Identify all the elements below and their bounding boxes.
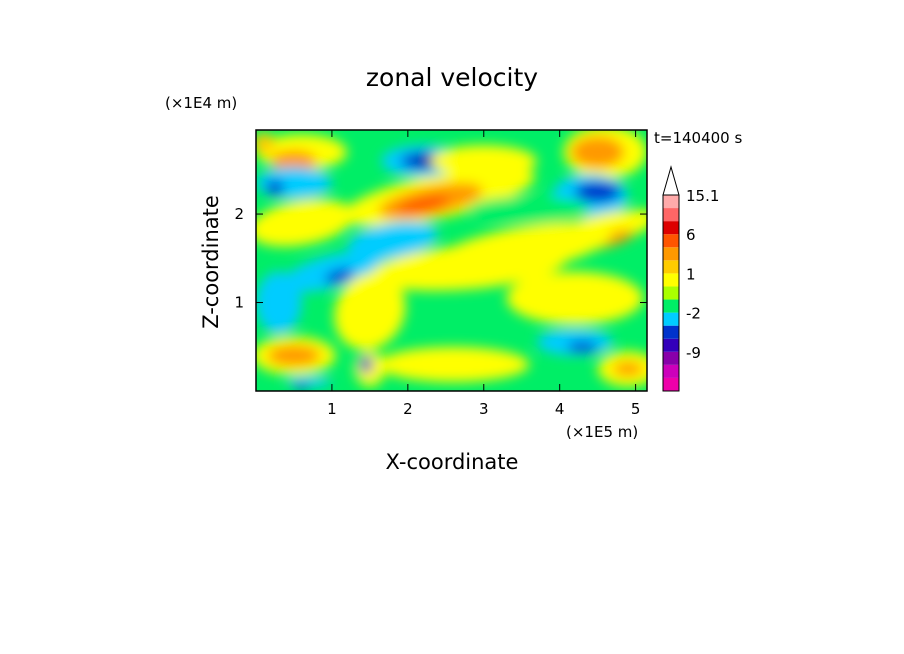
colorbar-label: -2: [686, 305, 701, 323]
heatmap-region: [256, 271, 302, 334]
colorbar-band: [663, 312, 679, 326]
heatmap-region: [265, 180, 285, 195]
colorbar-label: 15.1: [686, 187, 719, 205]
colorbar-band: [663, 260, 679, 274]
colorbar-band: [663, 286, 679, 300]
heatmap-region: [280, 250, 384, 293]
heatmap-region: [430, 145, 537, 177]
colorbar-band: [663, 299, 679, 313]
heatmap-region: [256, 199, 355, 247]
colorbar-band: [663, 221, 679, 235]
heatmap-region: [506, 271, 644, 325]
x-tick-label: 4: [555, 400, 565, 418]
heatmap-region: [256, 132, 275, 154]
heatmap-region: [267, 344, 321, 367]
time-label: t=140400 s: [654, 129, 742, 147]
colorbar-band: [663, 364, 679, 378]
heatmap-region: [347, 221, 438, 260]
heatmap-region: [293, 383, 310, 391]
colorbar-band: [663, 273, 679, 287]
y-axis: 12: [234, 205, 647, 312]
colorbar-label: 6: [686, 226, 696, 244]
plot-frame: [255, 129, 648, 392]
heatmap-region: [396, 196, 450, 215]
heatmap-region: [370, 243, 567, 291]
colorbar: 15.1 6 1 -2 -9: [662, 165, 719, 392]
heatmap-region: [324, 268, 355, 284]
x-axis: 1 2 3 4 5: [327, 130, 640, 418]
heatmap-region: [377, 346, 530, 383]
heatmap-region: [360, 355, 373, 374]
x-axis-label: X-coordinate: [386, 450, 519, 474]
colorbar-band: [663, 338, 679, 352]
colorbar-band: [663, 377, 679, 391]
heatmap-region: [271, 150, 317, 172]
colorbar-band: [663, 234, 679, 248]
colorbar-band: [663, 208, 679, 222]
heatmap-region: [256, 167, 332, 200]
heatmap-field: [256, 130, 647, 391]
heatmap-region: [468, 196, 591, 223]
y-axis-label: Z-coordinate: [199, 195, 223, 329]
x-tick-label: 3: [479, 400, 489, 418]
colorbar-band: [663, 351, 679, 365]
y-tick-label: 1: [234, 294, 244, 312]
colorbar-band: [663, 247, 679, 261]
heatmap-region: [571, 136, 625, 169]
x-tick-label: 2: [403, 400, 413, 418]
heatmap-region: [574, 181, 621, 203]
chart-title: zonal velocity: [366, 63, 538, 92]
heatmap-region: [612, 361, 644, 376]
x-unit-label: (×1E5 m): [566, 423, 638, 441]
colorbar-label: 1: [686, 265, 696, 283]
heatmap-region: [567, 341, 598, 353]
colorbar-label: -9: [686, 344, 701, 362]
colorbar-extend-arrow: [662, 165, 680, 196]
heatmap-region: [334, 272, 406, 350]
y-unit-label: (×1E4 m): [165, 94, 237, 112]
x-tick-label: 5: [631, 400, 641, 418]
colorbar-band: [663, 325, 679, 339]
y-tick-label: 2: [234, 205, 244, 223]
colorbar-band: [663, 195, 679, 209]
x-tick-label: 1: [327, 400, 337, 418]
heatmap-region: [286, 376, 332, 388]
